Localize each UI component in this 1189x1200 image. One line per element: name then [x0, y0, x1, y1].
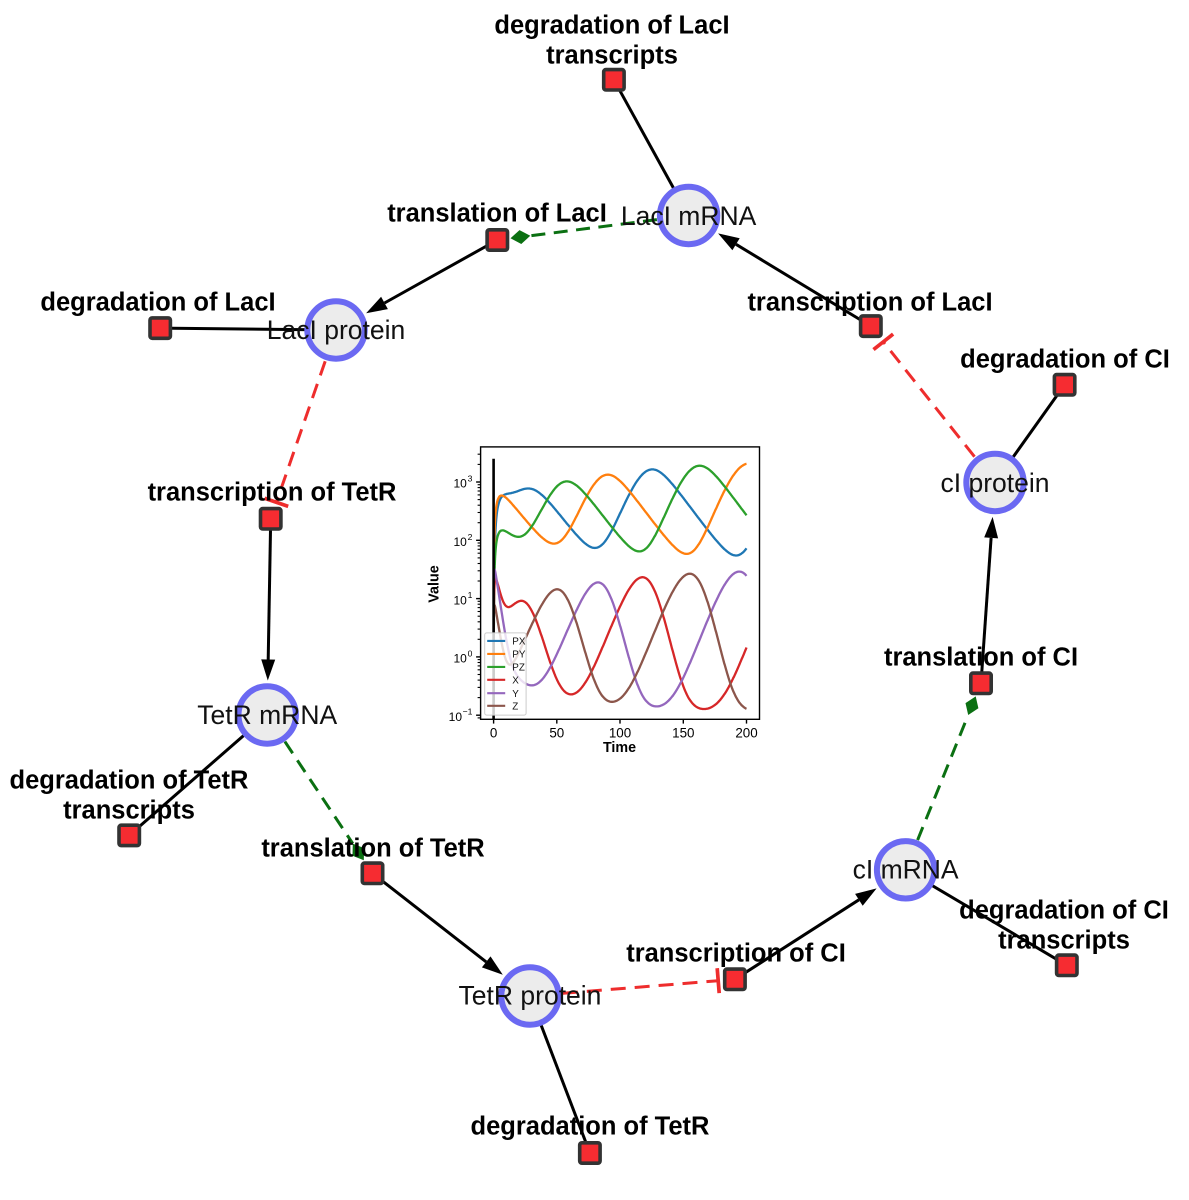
svg-text:TetR mRNA: TetR mRNA [197, 700, 337, 730]
svg-text:100: 100 [609, 725, 631, 740]
svg-text:translation of CI: translation of CI [884, 644, 1078, 672]
svg-text:transcripts: transcripts [998, 927, 1130, 955]
svg-text:transcription of TetR: transcription of TetR [148, 479, 397, 507]
svg-text:Y: Y [512, 689, 519, 700]
svg-text:200: 200 [735, 725, 757, 740]
svg-text:LacI protein: LacI protein [267, 315, 405, 345]
svg-text:X: X [512, 675, 519, 686]
svg-text:cI mRNA: cI mRNA [853, 855, 959, 885]
svg-text:−1: −1 [463, 707, 473, 717]
svg-text:50: 50 [549, 725, 564, 740]
svg-text:0: 0 [490, 725, 497, 740]
svg-text:10: 10 [453, 535, 467, 549]
svg-text:10: 10 [449, 710, 463, 724]
svg-text:degradation of LacI: degradation of LacI [40, 289, 275, 317]
svg-text:degradation of TetR: degradation of TetR [10, 767, 249, 795]
svg-text:degradation of CI: degradation of CI [959, 897, 1169, 925]
svg-text:0: 0 [468, 648, 473, 658]
svg-text:LacI mRNA: LacI mRNA [621, 201, 757, 231]
svg-text:transcription of LacI: transcription of LacI [747, 289, 992, 317]
svg-text:Z: Z [512, 701, 518, 712]
svg-text:PZ: PZ [512, 663, 525, 674]
svg-text:transcripts: transcripts [546, 42, 678, 70]
svg-text:2: 2 [468, 532, 473, 542]
svg-text:Value: Value [427, 565, 443, 602]
svg-text:150: 150 [672, 725, 694, 740]
svg-text:transcription of CI: transcription of CI [626, 940, 846, 968]
svg-text:degradation of TetR: degradation of TetR [471, 1113, 710, 1141]
svg-text:10: 10 [453, 477, 467, 491]
svg-text:Time: Time [603, 740, 636, 756]
svg-text:1: 1 [468, 590, 473, 600]
svg-text:degradation of CI: degradation of CI [960, 346, 1170, 374]
svg-text:PX: PX [512, 637, 526, 648]
svg-text:transcripts: transcripts [63, 797, 195, 825]
svg-text:10: 10 [453, 652, 467, 666]
svg-text:translation of LacI: translation of LacI [387, 200, 607, 228]
svg-text:10: 10 [453, 593, 467, 607]
svg-text:cI protein: cI protein [940, 468, 1049, 498]
svg-text:3: 3 [468, 474, 473, 484]
svg-text:degradation of LacI: degradation of LacI [494, 12, 729, 40]
svg-text:translation of TetR: translation of TetR [261, 835, 484, 863]
svg-text:TetR protein: TetR protein [459, 981, 602, 1011]
svg-text:PY: PY [512, 650, 526, 661]
